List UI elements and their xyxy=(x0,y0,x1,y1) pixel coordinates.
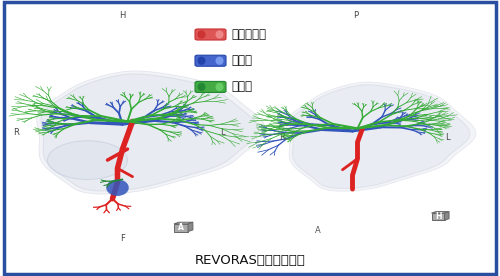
Text: REVORASを用いて作成: REVORASを用いて作成 xyxy=(194,254,306,267)
Polygon shape xyxy=(286,82,476,191)
Text: H: H xyxy=(435,212,442,221)
Ellipse shape xyxy=(216,57,224,65)
FancyBboxPatch shape xyxy=(195,55,226,66)
Text: L: L xyxy=(220,128,225,137)
FancyBboxPatch shape xyxy=(195,29,226,40)
Text: F: F xyxy=(120,234,125,243)
Ellipse shape xyxy=(106,179,129,196)
FancyBboxPatch shape xyxy=(432,213,444,220)
Ellipse shape xyxy=(198,57,205,65)
Polygon shape xyxy=(48,141,128,179)
Text: H: H xyxy=(120,11,126,20)
Text: L: L xyxy=(445,134,450,142)
Text: P: P xyxy=(354,11,358,20)
Polygon shape xyxy=(290,85,470,189)
Polygon shape xyxy=(41,74,258,191)
Ellipse shape xyxy=(198,30,205,39)
Text: R: R xyxy=(280,134,285,142)
FancyBboxPatch shape xyxy=(4,2,496,274)
FancyBboxPatch shape xyxy=(174,224,188,232)
Text: 門脈系: 門脈系 xyxy=(232,54,252,67)
Polygon shape xyxy=(174,222,193,224)
FancyBboxPatch shape xyxy=(195,81,226,92)
Text: 脹管系: 脹管系 xyxy=(232,80,252,94)
Ellipse shape xyxy=(216,30,224,39)
Ellipse shape xyxy=(216,83,224,91)
Text: 総肝動脈系: 総肝動脈系 xyxy=(232,28,266,41)
Ellipse shape xyxy=(198,83,205,91)
Text: A: A xyxy=(178,223,184,232)
Polygon shape xyxy=(444,212,449,220)
Polygon shape xyxy=(36,71,266,194)
Polygon shape xyxy=(188,222,193,232)
Polygon shape xyxy=(432,212,449,213)
Text: A: A xyxy=(314,226,320,235)
Text: R: R xyxy=(13,128,19,137)
